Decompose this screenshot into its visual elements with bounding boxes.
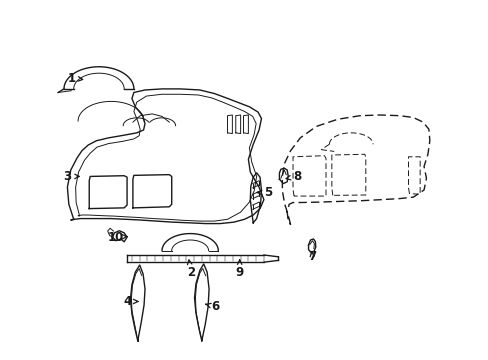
Text: 8: 8 xyxy=(285,170,301,183)
Text: 1: 1 xyxy=(68,72,82,85)
Text: 6: 6 xyxy=(205,300,219,313)
Text: 7: 7 xyxy=(308,250,316,263)
Text: 3: 3 xyxy=(63,170,79,183)
Text: 5: 5 xyxy=(257,186,271,199)
Text: 10: 10 xyxy=(107,231,127,244)
Text: 4: 4 xyxy=(122,295,138,308)
Text: 2: 2 xyxy=(187,260,195,279)
Text: 9: 9 xyxy=(235,260,244,279)
